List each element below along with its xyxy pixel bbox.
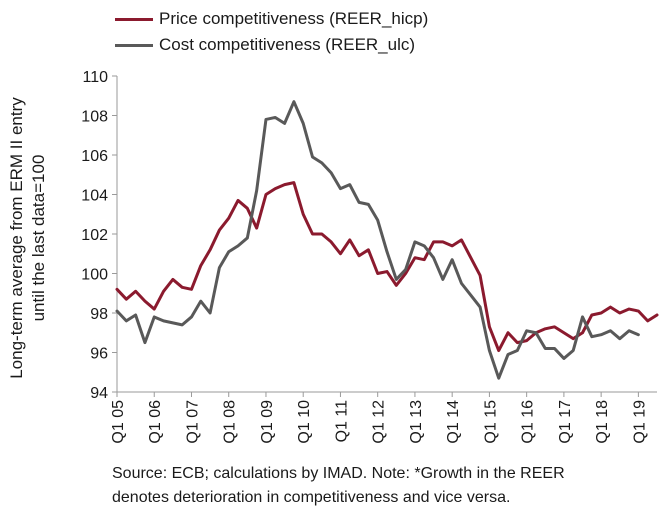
y-tick-label: 102 — [81, 227, 108, 244]
x-tick-label: Q1 10 — [296, 400, 313, 444]
y-axis-label: Long-term average from ERM II entry unti… — [7, 97, 48, 379]
y-tick-label: 100 — [81, 267, 108, 284]
legend-swatch-cost — [115, 43, 153, 47]
y-tick-label: 110 — [82, 69, 108, 86]
legend-item-cost: Cost competitiveness (REER_ulc) — [115, 32, 428, 58]
y-tick-label: 108 — [81, 109, 108, 126]
x-tick-label: Q1 07 — [184, 400, 201, 444]
y-tick-label: 106 — [81, 148, 108, 165]
series-lines — [115, 100, 659, 380]
x-tick-label: Q1 17 — [557, 400, 574, 444]
x-tick-label: Q1 13 — [408, 400, 425, 444]
series-line-price-competitiveness — [115, 181, 659, 353]
y-tick-label: 96 — [90, 346, 108, 363]
y-tick-label: 94 — [90, 385, 108, 402]
series-line-cost-competitiveness — [115, 100, 640, 380]
x-tick-label: Q1 06 — [147, 400, 164, 444]
x-tick-label: Q1 11 — [333, 400, 350, 443]
legend-label-price: Price competitiveness (REER_hicp) — [159, 9, 429, 28]
y-axis-ticks: 94 96 98 100 102 104 106 108 110 — [81, 69, 117, 402]
source-note-line-1: Source: ECB; calculations by IMAD. Note:… — [112, 465, 565, 482]
source-note-line-2: denotes deterioration in competitiveness… — [112, 489, 511, 506]
y-tick-label: 98 — [90, 306, 108, 323]
x-axis-ticks: Q1 05 Q1 06 Q1 07 Q1 08 Q1 09 Q1 10 Q1 11 Q1 12… — [110, 392, 648, 444]
x-tick-label: Q1 05 — [110, 400, 127, 444]
legend-swatch-price — [115, 17, 153, 21]
x-tick-label: Q1 09 — [259, 400, 276, 444]
x-tick-label: Q1 15 — [482, 400, 499, 444]
x-tick-label: Q1 14 — [445, 400, 462, 444]
legend-label-cost: Cost competitiveness (REER_ulc) — [159, 35, 416, 54]
source-note: Source: ECB; calculations by IMAD. Note:… — [112, 462, 664, 510]
x-tick-label: Q1 18 — [594, 400, 611, 444]
x-tick-label: Q1 19 — [631, 400, 648, 444]
x-tick-label: Q1 16 — [520, 400, 537, 444]
y-tick-label: 104 — [81, 188, 108, 205]
x-tick-label: Q1 08 — [222, 400, 239, 444]
legend-item-price: Price competitiveness (REER_hicp) — [115, 6, 428, 32]
legend: Price competitiveness (REER_hicp) Cost c… — [115, 6, 428, 58]
x-tick-label: Q1 12 — [371, 400, 388, 444]
